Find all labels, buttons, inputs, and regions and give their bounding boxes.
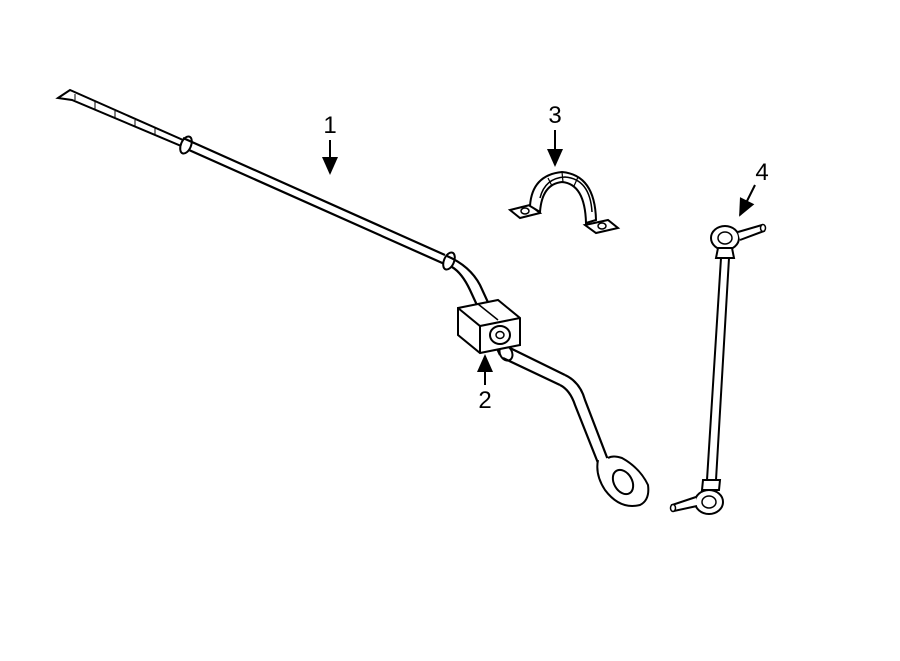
callout-3: 3 bbox=[548, 102, 561, 165]
callout-3-label: 3 bbox=[548, 102, 561, 129]
callout-1: 1 bbox=[323, 112, 336, 173]
bracket bbox=[510, 172, 618, 233]
callout-2: 2 bbox=[478, 356, 491, 414]
stabilizer-link bbox=[671, 225, 766, 515]
callout-4: 4 bbox=[740, 159, 769, 215]
parts-diagram: 1 2 3 4 bbox=[0, 0, 900, 661]
callout-1-label: 1 bbox=[323, 112, 336, 139]
callout-4-label: 4 bbox=[755, 159, 768, 186]
bushing bbox=[458, 300, 520, 353]
callout-2-label: 2 bbox=[478, 387, 491, 414]
stabilizer-bar bbox=[58, 90, 648, 506]
